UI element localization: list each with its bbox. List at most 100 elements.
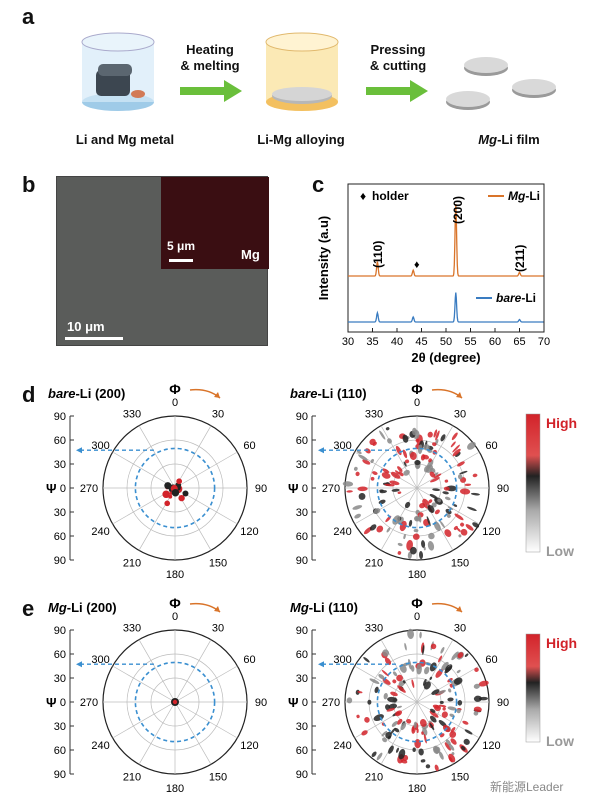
holder-legend: holder (372, 189, 409, 203)
grid-spoke (416, 487, 480, 525)
psi-45-dashed-ring (134, 447, 216, 529)
pole-figure-mg-li-110: Mg-Li (110) Φ9060300306090Ψ03060901201501… (288, 595, 509, 795)
grid-spoke (112, 451, 176, 489)
beaker-alloy-illustration (265, 32, 339, 111)
phi-angle-label: 60 (243, 440, 255, 452)
phi-angle-label: 90 (255, 697, 267, 709)
inset-scale-label: 5 μm (167, 239, 196, 253)
psi-tick-label: 60 (296, 531, 308, 543)
phi-angle-label: 300 (333, 654, 351, 666)
grid-spoke (174, 665, 238, 703)
phi-angle-label: 300 (333, 440, 351, 452)
phi-arrowhead-icon (456, 606, 462, 612)
phi-angle-label: 90 (497, 483, 509, 495)
intensity-map (162, 478, 189, 507)
xrd-chart: 30 35 40 45 50 55 60 65 70 Intensity (a.u) 2θ (d… (318, 183, 550, 365)
phi-angle-label: 270 (322, 697, 340, 709)
psi-tick-label: 0 (60, 483, 66, 495)
psi-45-dashed-ring (376, 661, 458, 743)
psi-tick-label: 30 (54, 721, 66, 733)
grid-spoke (380, 425, 418, 489)
pole-figure-bare-li-110: bare-Li (110) Φ9060300306090Ψ030609012015… (288, 381, 509, 581)
phi-angle-label: 210 (123, 771, 141, 783)
xrd-x-tick-label: 40 (391, 336, 403, 348)
phi-angle-label: 150 (451, 557, 469, 569)
phi-angle-label: 330 (365, 623, 383, 635)
phi-angle-label: 210 (123, 557, 141, 569)
phi-angle-label: 120 (482, 740, 500, 752)
pole-figure-title: Mg-Li (110) (290, 600, 358, 615)
phi-symbol: Φ (411, 595, 423, 611)
psi-tick-label: 30 (296, 673, 308, 685)
grid-spoke (416, 701, 454, 765)
pole-figure-title: Mg-Li (200) (48, 600, 117, 615)
psi-tick-label: 60 (296, 649, 308, 661)
grid-spoke (416, 665, 480, 703)
phi-angle-label: 0 (414, 611, 420, 623)
grid-spoke (138, 639, 176, 703)
psi-45-dashed-ring (376, 447, 458, 529)
phi-angle-label: 60 (485, 440, 497, 452)
pole-figure-bare-li-200: bare-Li (200) Φ9060300306090Ψ030609012015… (46, 381, 267, 581)
phi-angle-label: 30 (454, 623, 466, 635)
step1-caption: Li and Mg metal (75, 132, 175, 147)
psi-45-dashed-ring (134, 661, 216, 743)
xrd-x-tick-label: 55 (464, 336, 476, 348)
inset-element-label: Mg (241, 247, 260, 262)
psi-leader-arrow-icon (76, 447, 82, 454)
psi-symbol: Ψ (288, 481, 299, 496)
phi-angle-label: 30 (212, 623, 224, 635)
phi-symbol: Φ (169, 381, 181, 397)
phi-angle-label: 330 (365, 409, 383, 421)
phi-angle-label: 300 (91, 654, 109, 666)
intensity-colorbar-d: High Low (525, 413, 577, 559)
arrow1-line1: Heating (186, 42, 234, 57)
step2-caption: Li-Mg alloying (257, 132, 345, 147)
phi-angle-label: 60 (485, 654, 497, 666)
xrd-xlabel: 2θ (degree) (411, 350, 480, 365)
phi-angle-label: 300 (91, 440, 109, 452)
psi-tick-label: 0 (302, 697, 308, 709)
phi-angle-label: 90 (497, 697, 509, 709)
phi-angle-label: 180 (408, 569, 426, 581)
eds-mg-map-inset: 5 μm Mg (161, 177, 269, 269)
grid-spoke (174, 451, 238, 489)
phi-angle-label: 180 (408, 783, 426, 795)
grid-spoke (138, 487, 176, 551)
psi-symbol: Ψ (46, 695, 57, 710)
holder-diamond-icon: ♦ (360, 189, 366, 203)
psi-tick-label: 90 (296, 769, 308, 781)
grid-spoke (138, 425, 176, 489)
phi-angle-label: 180 (166, 569, 184, 581)
intensity-map (171, 698, 179, 706)
psi-symbol: Ψ (46, 481, 57, 496)
xrd-x-tick-label: 30 (342, 336, 354, 348)
psi-leader-arrow-icon (318, 661, 324, 668)
psi-tick-label: 90 (296, 625, 308, 637)
psi-tick-label: 60 (54, 531, 66, 543)
phi-angle-label: 0 (172, 397, 178, 409)
phi-angle-label: 270 (322, 483, 340, 495)
watermark: 新能源Leader (490, 780, 564, 794)
step3-caption-rest: -Li film (497, 132, 540, 147)
phi-angle-label: 60 (243, 654, 255, 666)
psi-tick-label: 30 (296, 721, 308, 733)
legend-mg-li: Mg-Li (508, 189, 540, 203)
arrow2-text: Pressing & cutting (358, 42, 438, 74)
arrow2-line2: & cutting (369, 58, 427, 73)
grid-spoke (354, 487, 418, 525)
intensity-map (342, 427, 480, 560)
psi-tick-label: 90 (54, 411, 66, 423)
peak-110-label: (110) (371, 241, 385, 268)
psi-symbol: Ψ (288, 695, 299, 710)
legend-low-d: Low (546, 543, 574, 559)
phi-angle-label: 240 (333, 740, 351, 752)
mg-li-film-discs-illustration (446, 57, 556, 110)
beaker-li-mg-illustration (81, 32, 155, 111)
legend-bare-li: bare-Li (496, 291, 536, 305)
step3-caption-italic: Mg (478, 132, 498, 147)
psi-tick-label: 90 (296, 555, 308, 567)
xrd-ylabel: Intensity (a.u) (318, 216, 331, 301)
psi-tick-label: 60 (54, 745, 66, 757)
psi-tick-label: 30 (54, 673, 66, 685)
